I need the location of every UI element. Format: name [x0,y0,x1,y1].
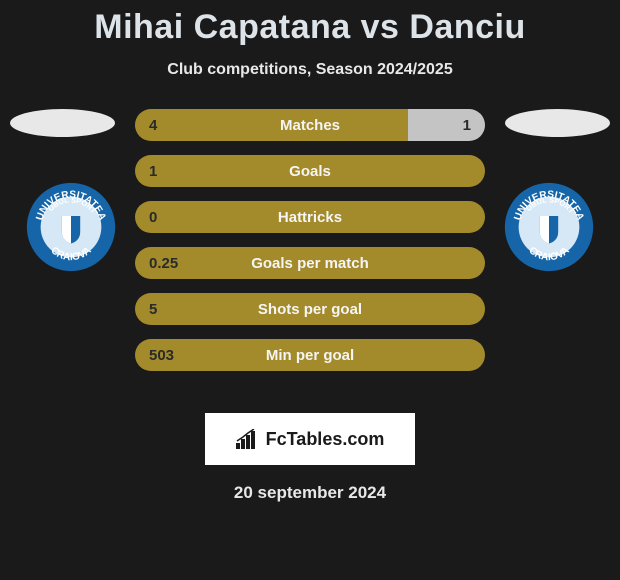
stat-bar: 1Goals [135,155,485,187]
stat-bar: 5Shots per goal [135,293,485,325]
team-badge-right: CLUBUL SPORTIV UNIVERSITATEA CRAIOVA [503,181,595,273]
branding-badge: FcTables.com [205,413,415,465]
comparison-infographic: Mihai Capatana vs Danciu Club competitio… [0,0,620,580]
stat-right-value [471,247,485,279]
main-comparison-area: CLUBUL SPORTIV UNIVERSITATEA CRAIOVA CLU… [0,109,620,399]
team-badge-left: CLUBUL SPORTIV UNIVERSITATEA CRAIOVA [25,181,117,273]
stat-right-value [471,293,485,325]
stat-bar: 0.25Goals per match [135,247,485,279]
infographic-date: 20 september 2024 [0,483,620,503]
stat-right-value [471,201,485,233]
player-right-oval [505,109,610,137]
page-subtitle: Club competitions, Season 2024/2025 [0,61,620,79]
stat-bar: 0Hattricks [135,201,485,233]
page-title: Mihai Capatana vs Danciu [0,0,620,47]
stat-right-value [471,155,485,187]
stat-bar: 503Min per goal [135,339,485,371]
stats-column: 41Matches 1Goals 0Hattricks 0.25Goals per m… [135,109,485,385]
branding-text: FcTables.com [266,429,385,450]
stat-left-value: 503 [135,339,471,371]
fctables-logo-icon [236,429,260,449]
player-left-oval [10,109,115,137]
stat-left-value: 5 [135,293,471,325]
stat-left-value: 0.25 [135,247,471,279]
stat-left-value: 0 [135,201,471,233]
stat-right-value [471,339,485,371]
stat-left-value: 1 [135,155,471,187]
stat-bar: 41Matches [135,109,485,141]
stat-right-value: 1 [408,109,485,141]
stat-left-value: 4 [135,109,408,141]
